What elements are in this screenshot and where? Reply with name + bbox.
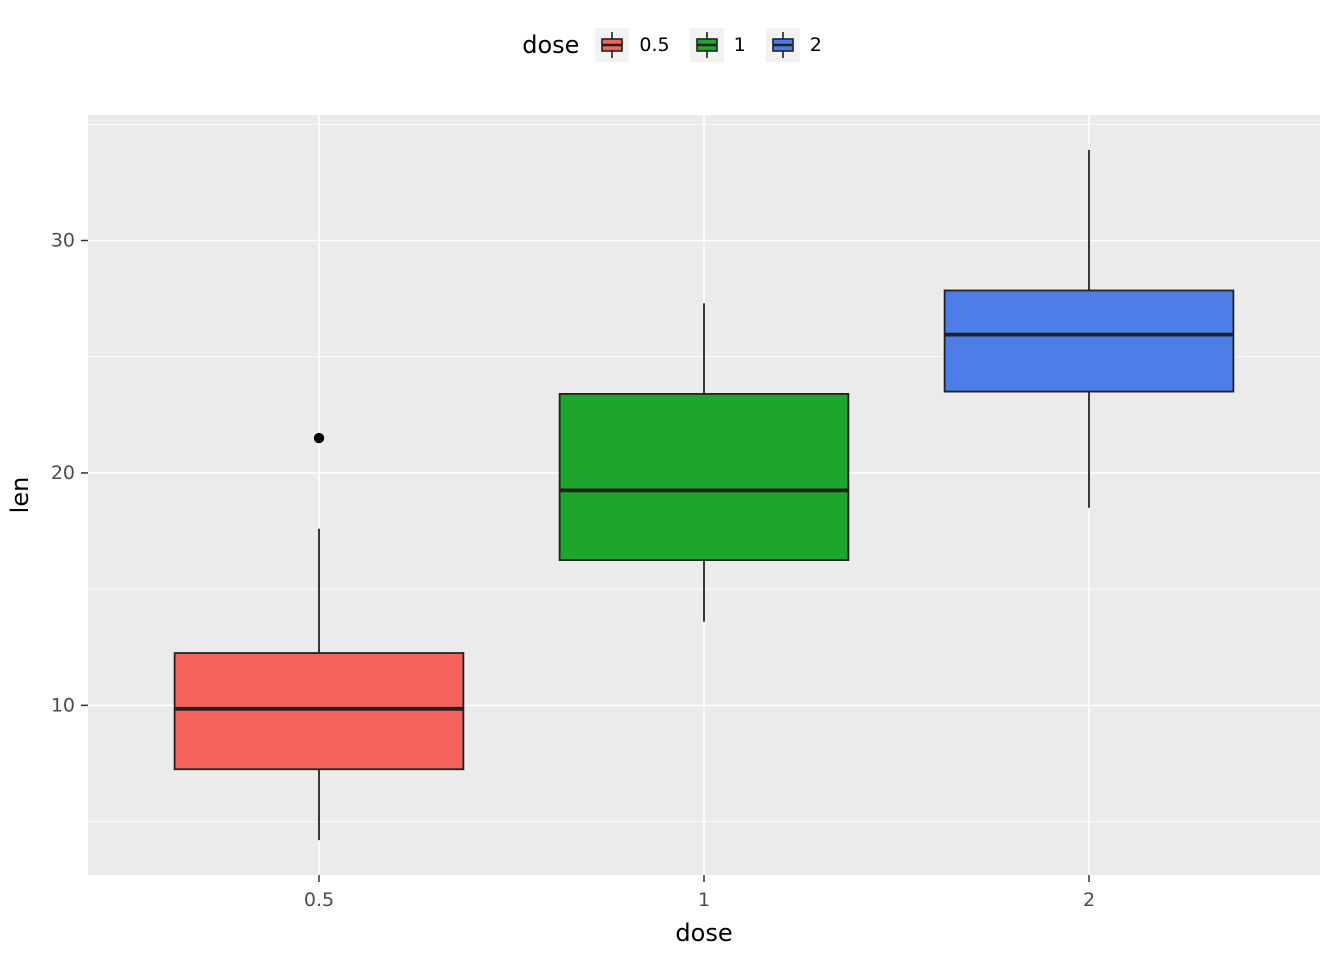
- outlier-point: [313, 432, 325, 444]
- iqr-box: [173, 652, 465, 771]
- legend-key-boxplot-icon: [765, 28, 800, 62]
- legend-item-1: 1: [689, 28, 746, 62]
- iqr-box: [943, 289, 1235, 393]
- x-tick-label: 2: [1083, 889, 1095, 911]
- legend-item-2: 2: [765, 28, 822, 62]
- legend-items: 0.5 1 2: [595, 28, 822, 62]
- y-tick-label: 20: [51, 462, 75, 484]
- y-tick-label: 30: [51, 230, 75, 252]
- boxplot-1: [558, 303, 850, 622]
- boxplot-0.5: [173, 432, 465, 841]
- x-tick-label: 0.5: [304, 889, 334, 911]
- legend-item-0.5: 0.5: [595, 28, 670, 62]
- y-tick-label: 10: [51, 694, 75, 716]
- legend-key-boxplot-icon: [595, 28, 630, 62]
- boxplot-2: [943, 149, 1235, 508]
- x-axis-title: dose: [675, 919, 732, 947]
- y-axis-title: len: [6, 477, 34, 514]
- legend-label: 0.5: [639, 34, 670, 56]
- x-tick-label: 1: [698, 889, 710, 911]
- legend-label: 2: [809, 34, 822, 56]
- legend-title: dose: [522, 31, 580, 59]
- iqr-box: [558, 392, 850, 561]
- legend-key-boxplot-icon: [689, 28, 724, 62]
- legend-label: 1: [733, 34, 746, 56]
- legend: dose 0.5 1 2: [0, 28, 1344, 62]
